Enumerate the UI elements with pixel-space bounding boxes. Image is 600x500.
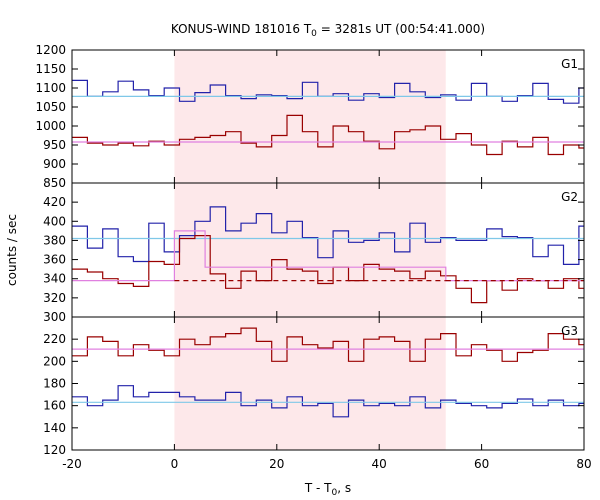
panel-G1-series-0-blue <box>72 79 584 104</box>
x-axis-title-rest: , s <box>337 481 351 495</box>
series-layer <box>72 79 584 418</box>
x-tick-label-20: 20 <box>269 457 284 471</box>
y-axis-title: counts / sec <box>5 214 19 286</box>
x-axis-title: T - T0, s <box>304 481 351 498</box>
y-tick-label-G3-120: 120 <box>43 443 66 457</box>
y-tick-label-G1-1000: 1000 <box>35 119 66 133</box>
highlight-interval <box>174 50 446 450</box>
y-tick-label-G1-1150: 1150 <box>35 62 66 76</box>
ticks-layer: 85090095010001050110011501200G1300320340… <box>35 43 591 471</box>
x-tick-label-0: 0 <box>171 457 179 471</box>
y-tick-label-G1-1050: 1050 <box>35 100 66 114</box>
y-tick-label-G2-300: 300 <box>43 310 66 324</box>
panel-G2-series-2-darkred <box>72 235 584 304</box>
y-tick-label-G1-900: 900 <box>43 157 66 171</box>
x-axis-title-subscript: 0 <box>332 488 338 498</box>
chart-title-rest: = 3281s UT (00:54:41.000) <box>317 22 485 36</box>
panel-G2-series-0-blue <box>72 206 584 265</box>
panel-G3-series-2-blue <box>72 385 584 418</box>
y-tick-label-G3-200: 200 <box>43 354 66 368</box>
x-tick-label-40: 40 <box>372 457 387 471</box>
y-tick-label-G3-220: 220 <box>43 332 66 346</box>
y-tick-label-G2-400: 400 <box>43 214 66 228</box>
chart-title-subscript: 0 <box>311 29 317 39</box>
x-tick-label--20: -20 <box>62 457 82 471</box>
y-tick-label-G3-160: 160 <box>43 399 66 413</box>
y-tick-label-G2-340: 340 <box>43 272 66 286</box>
highlight-layer <box>174 50 446 450</box>
y-tick-label-G3-180: 180 <box>43 377 66 391</box>
x-tick-label-80: 80 <box>576 457 591 471</box>
y-tick-label-G3-140: 140 <box>43 421 66 435</box>
y-tick-label-G2-360: 360 <box>43 253 66 267</box>
panel-label-G2: G2 <box>561 190 578 204</box>
y-tick-label-G1-850: 850 <box>43 176 66 190</box>
panel-G2-series-3-pink <box>72 230 584 282</box>
y-tick-label-G2-320: 320 <box>43 291 66 305</box>
y-tick-label-G2-420: 420 <box>43 195 66 209</box>
y-tick-label-G1-950: 950 <box>43 138 66 152</box>
y-tick-label-G1-1200: 1200 <box>35 43 66 57</box>
panel-G3-series-0-darkred <box>72 327 584 362</box>
chart-title: KONUS-WIND 181016 T0 = 3281s UT (00:54:4… <box>171 22 485 39</box>
x-tick-label-60: 60 <box>474 457 489 471</box>
y-tick-label-G1-1100: 1100 <box>35 81 66 95</box>
panel-label-G3: G3 <box>561 324 578 338</box>
panel-label-G1: G1 <box>561 57 578 71</box>
y-tick-label-G2-380: 380 <box>43 233 66 247</box>
